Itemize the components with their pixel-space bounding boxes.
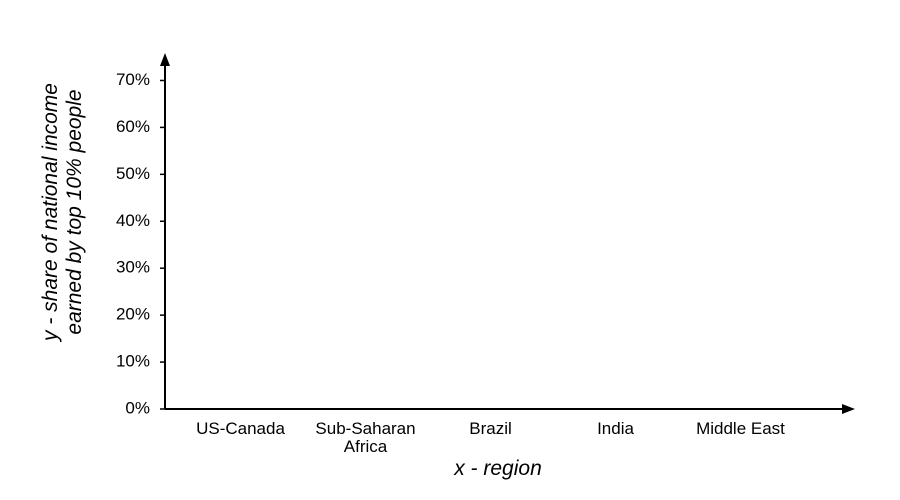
x-tick-label: Sub-Saharan Africa — [315, 419, 416, 456]
y-tick-label: 10% — [116, 352, 150, 371]
x-axis-arrow — [842, 404, 855, 414]
y-tick-label: 30% — [116, 258, 150, 277]
x-tick-label: Brazil — [469, 419, 512, 438]
y-tick-label: 20% — [116, 305, 150, 324]
y-tick-label: 50% — [116, 164, 150, 183]
x-axis-label: x - region — [454, 457, 542, 480]
y-axis-arrow — [160, 53, 170, 66]
x-tick-label: US-Canada — [196, 419, 285, 438]
y-axis-label: y - share of national income earned by t… — [39, 83, 86, 341]
y-tick-label: 60% — [116, 117, 150, 136]
y-tick-label: 40% — [116, 211, 150, 230]
y-tick-label: 0% — [125, 398, 150, 417]
y-tick-label: 70% — [116, 70, 150, 89]
x-tick-label: India — [597, 419, 634, 438]
x-tick-label: Middle East — [696, 419, 785, 438]
